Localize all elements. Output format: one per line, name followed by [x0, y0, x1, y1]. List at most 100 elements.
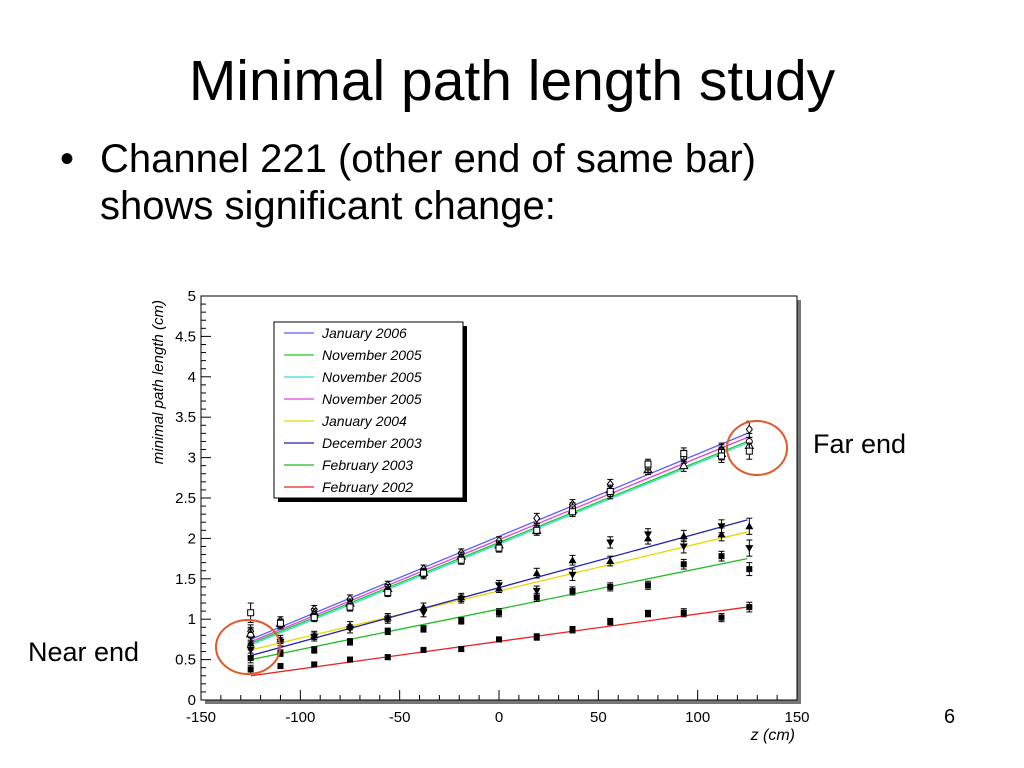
data-point [495, 582, 503, 590]
y-tick-label: 2 [188, 530, 196, 547]
y-axis-label: minimal path length (cm) [150, 300, 167, 464]
data-point [718, 614, 725, 621]
data-point [606, 557, 615, 565]
legend-entry: November 2005 [322, 347, 422, 363]
data-point [533, 526, 541, 534]
data-point [277, 663, 284, 670]
data-point [276, 619, 284, 627]
legend-entry: January 2004 [321, 413, 407, 429]
y-tick-label: 0.5 [175, 652, 196, 669]
data-point [311, 661, 318, 668]
data-point [419, 609, 428, 617]
data-point [568, 571, 577, 579]
data-point [420, 625, 427, 632]
data-point [607, 618, 614, 625]
data-point [569, 626, 576, 633]
legend-entry: December 2003 [322, 435, 422, 451]
data-point [644, 460, 652, 468]
data-point [384, 628, 391, 635]
bullet-line-1: Channel 221 (other end of same bar) [100, 137, 756, 181]
data-point [717, 523, 726, 531]
data-point [718, 452, 726, 460]
y-tick-label: 3 [188, 450, 196, 467]
data-point [745, 522, 754, 530]
data-point [311, 646, 318, 653]
y-tick-label: 4 [188, 369, 196, 386]
data-point [383, 616, 392, 624]
far-end-circle [726, 420, 788, 476]
slide-title: Minimal path length study [188, 49, 836, 113]
data-point [533, 513, 541, 524]
legend-entry: November 2005 [322, 391, 422, 407]
y-tick-label: 5 [188, 288, 196, 305]
data-point [532, 587, 541, 595]
near-end-circle [215, 619, 281, 675]
data-point [495, 544, 503, 552]
data-point [420, 646, 427, 653]
data-point [347, 656, 353, 663]
data-point [458, 617, 465, 624]
data-point [679, 543, 688, 551]
data-point [346, 625, 354, 633]
data-point [569, 587, 576, 594]
x-tick-label: 0 [495, 709, 503, 726]
far-end-label: Far end [813, 429, 907, 459]
data-point [678, 460, 689, 470]
legend-entry: February 2003 [322, 457, 413, 473]
page-number: 6 [944, 706, 956, 728]
data-point [606, 488, 614, 496]
data-point [346, 603, 354, 611]
bullet-text: Channel 221 (other end of same bar) show… [100, 136, 900, 230]
near-end-label: Near end [28, 637, 140, 667]
y-tick-label: 4.5 [175, 328, 196, 345]
data-point [420, 569, 428, 577]
data-point [496, 636, 502, 643]
legend-box [273, 321, 464, 499]
bullet-dot-icon: • [60, 137, 75, 181]
x-tick-label: -150 [186, 709, 216, 726]
x-tick-label: -100 [285, 709, 315, 726]
data-point [717, 530, 726, 538]
data-point [533, 594, 540, 601]
bullet-line-2: shows significant change: [100, 184, 556, 228]
y-tick-label: 2.5 [175, 490, 196, 507]
data-point [347, 638, 353, 645]
data-point [457, 596, 466, 603]
y-tick-label: 1.5 [175, 571, 196, 588]
legend-entry: January 2006 [321, 325, 407, 341]
data-point [533, 633, 540, 640]
x-tick-label: 100 [685, 709, 710, 726]
data-point [457, 556, 465, 564]
data-point [310, 614, 318, 622]
y-tick-label: 3.5 [175, 409, 196, 426]
data-point [247, 654, 254, 661]
legend-entry: February 2002 [322, 479, 413, 495]
data-point [745, 447, 753, 455]
data-point [246, 646, 255, 654]
data-point [745, 545, 754, 553]
data-point [680, 561, 687, 568]
legend-entry: November 2005 [322, 369, 422, 385]
data-point [496, 609, 502, 616]
data-point [680, 450, 688, 458]
data-point [645, 610, 651, 617]
data-point [568, 556, 577, 564]
data-point [746, 566, 753, 573]
data-point [746, 604, 753, 611]
data-point [384, 589, 392, 597]
x-tick-label: 150 [784, 709, 809, 726]
data-point [310, 633, 319, 641]
data-point [645, 582, 651, 589]
x-tick-label: 50 [590, 709, 607, 726]
data-point [718, 553, 725, 560]
data-point [644, 531, 652, 539]
data-point [606, 539, 615, 547]
data-point [247, 666, 254, 673]
data-point [679, 531, 688, 539]
data-point [607, 583, 614, 590]
data-point [384, 654, 391, 661]
x-axis-label: z (cm) [750, 727, 795, 744]
y-tick-label: 0 [188, 692, 196, 709]
data-point [680, 609, 687, 616]
